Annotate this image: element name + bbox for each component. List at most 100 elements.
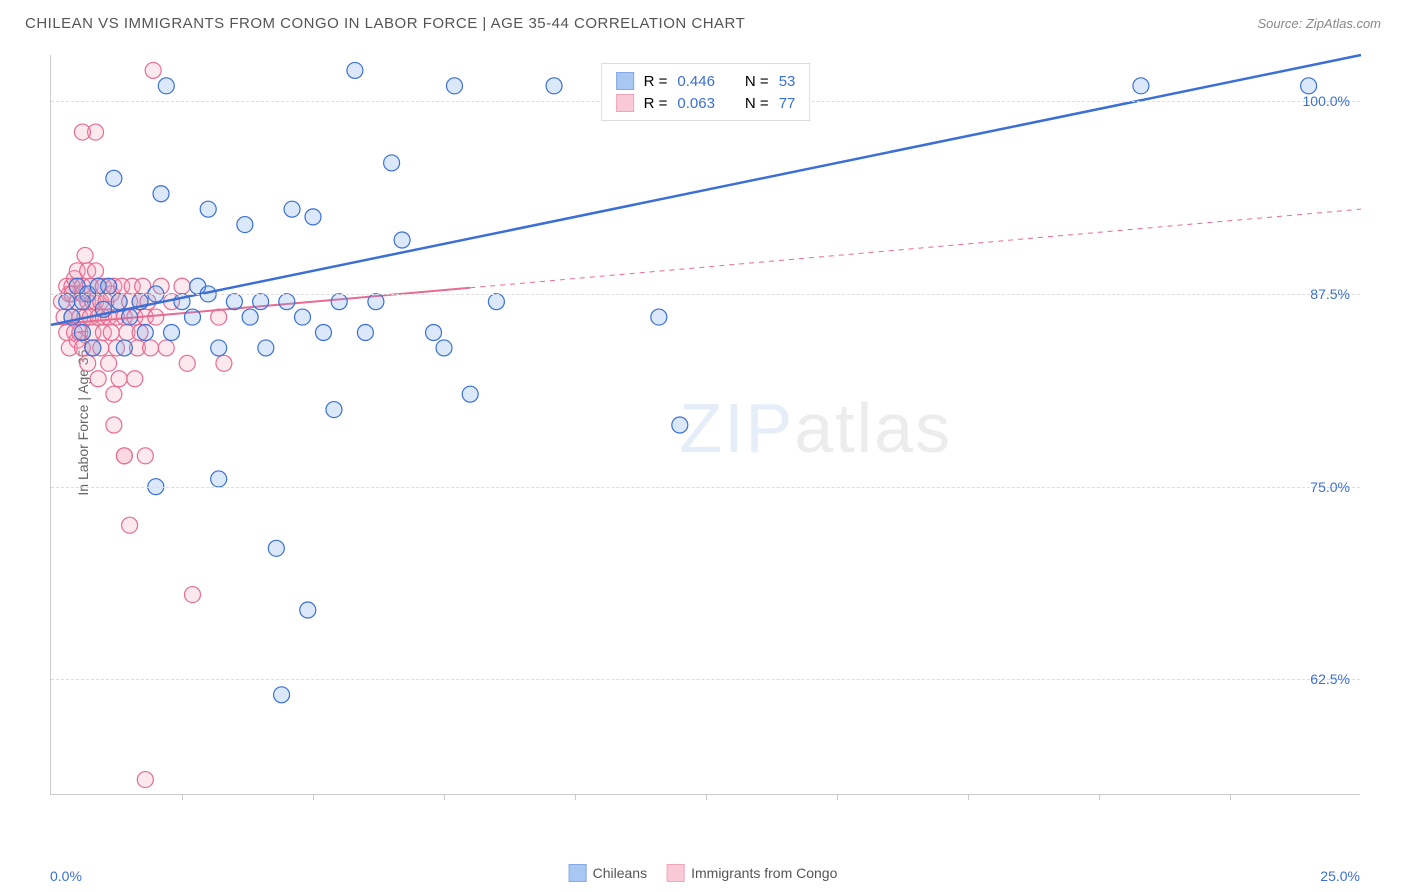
data-point	[426, 325, 442, 341]
series-legend: Chileans Immigrants from Congo	[569, 864, 838, 882]
data-point	[347, 62, 363, 78]
data-point	[331, 294, 347, 310]
data-point	[253, 294, 269, 310]
data-point	[258, 340, 274, 356]
data-point	[103, 325, 119, 341]
data-point	[436, 340, 452, 356]
data-point	[116, 340, 132, 356]
data-point	[74, 124, 90, 140]
data-point	[1301, 78, 1317, 94]
n-value-congo: 77	[779, 95, 796, 112]
data-point	[77, 247, 93, 263]
data-point	[145, 62, 161, 78]
data-point	[284, 201, 300, 217]
data-point	[200, 201, 216, 217]
legend-row-chileans: R = 0.446 N = 53	[616, 70, 796, 92]
data-point	[111, 294, 127, 310]
data-point	[137, 772, 153, 788]
data-point	[106, 170, 122, 186]
n-label: N =	[745, 73, 769, 90]
data-point	[179, 355, 195, 371]
grid-line	[51, 679, 1360, 680]
data-point	[279, 294, 295, 310]
r-value-congo: 0.063	[677, 95, 715, 112]
x-tick	[968, 794, 969, 800]
legend-item-congo: Immigrants from Congo	[667, 864, 837, 882]
y-tick-label: 75.0%	[1310, 479, 1350, 495]
data-point	[326, 402, 342, 418]
x-tick	[182, 794, 183, 800]
data-point	[74, 325, 90, 341]
data-point	[211, 340, 227, 356]
data-point	[153, 186, 169, 202]
data-point	[143, 340, 159, 356]
data-point	[357, 325, 373, 341]
x-max-label: 25.0%	[1320, 868, 1360, 884]
data-point	[268, 540, 284, 556]
data-point	[446, 78, 462, 94]
data-point	[237, 217, 253, 233]
data-point	[148, 309, 164, 325]
x-tick	[575, 794, 576, 800]
y-tick-label: 62.5%	[1310, 671, 1350, 687]
data-point	[1133, 78, 1149, 94]
data-point	[274, 687, 290, 703]
data-point	[116, 448, 132, 464]
plot-area: ZIPatlas R = 0.446 N = 53 R = 0.063 N = …	[50, 55, 1360, 795]
data-point	[546, 78, 562, 94]
data-point	[295, 309, 311, 325]
data-point	[305, 209, 321, 225]
chart-title: CHILEAN VS IMMIGRANTS FROM CONGO IN LABO…	[25, 15, 745, 32]
data-point	[368, 294, 384, 310]
data-point	[300, 602, 316, 618]
data-point	[384, 155, 400, 171]
data-point	[137, 325, 153, 341]
swatch-chileans	[616, 72, 634, 90]
data-point	[174, 278, 190, 294]
source-label: Source: ZipAtlas.com	[1257, 16, 1381, 31]
x-min-label: 0.0%	[50, 868, 82, 884]
data-point	[137, 448, 153, 464]
trend-line-dashed	[470, 209, 1361, 288]
data-point	[158, 340, 174, 356]
data-point	[101, 355, 117, 371]
legend-label-chileans: Chileans	[593, 865, 647, 881]
correlation-legend: R = 0.446 N = 53 R = 0.063 N = 77	[601, 63, 811, 121]
data-point	[226, 294, 242, 310]
x-tick	[444, 794, 445, 800]
data-point	[106, 386, 122, 402]
data-point	[74, 294, 90, 310]
data-point	[315, 325, 331, 341]
header-bar: CHILEAN VS IMMIGRANTS FROM CONGO IN LABO…	[25, 15, 1381, 32]
data-point	[672, 417, 688, 433]
grid-line	[51, 487, 1360, 488]
data-point	[651, 309, 667, 325]
data-point	[85, 340, 101, 356]
data-point	[164, 325, 180, 341]
legend-row-congo: R = 0.063 N = 77	[616, 92, 796, 114]
x-tick	[313, 794, 314, 800]
data-point	[158, 78, 174, 94]
legend-item-chileans: Chileans	[569, 864, 647, 882]
swatch-chileans-bottom	[569, 864, 587, 882]
data-point	[216, 355, 232, 371]
data-point	[184, 587, 200, 603]
swatch-congo-bottom	[667, 864, 685, 882]
data-point	[106, 417, 122, 433]
data-point	[90, 371, 106, 387]
data-point	[184, 309, 200, 325]
data-point	[211, 471, 227, 487]
x-tick	[1230, 794, 1231, 800]
data-point	[122, 517, 138, 533]
data-point	[122, 309, 138, 325]
data-point	[462, 386, 478, 402]
x-tick	[1099, 794, 1100, 800]
y-tick-label: 100.0%	[1303, 93, 1350, 109]
grid-line	[51, 294, 1360, 295]
r-value-chileans: 0.446	[677, 73, 715, 90]
data-point	[80, 355, 96, 371]
scatter-svg	[51, 55, 1360, 794]
n-value-chileans: 53	[779, 73, 796, 90]
data-point	[394, 232, 410, 248]
data-point	[88, 263, 104, 279]
